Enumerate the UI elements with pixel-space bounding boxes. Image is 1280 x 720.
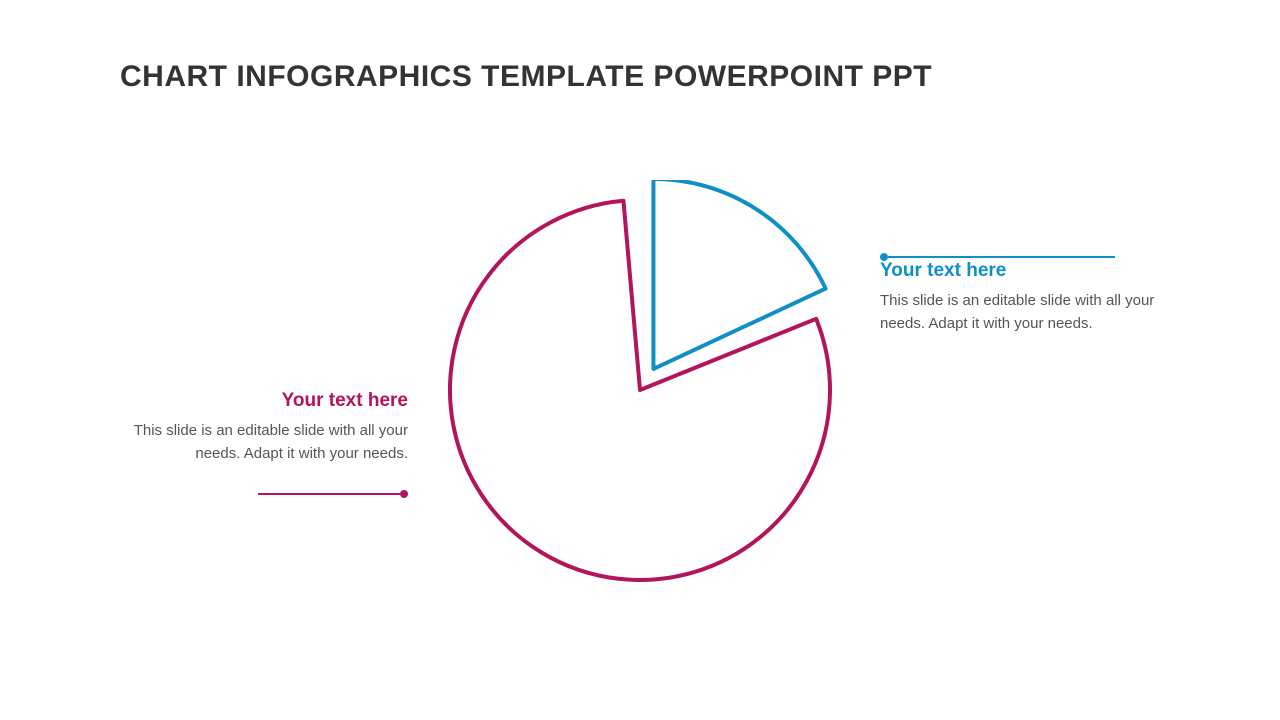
- callout-right-heading: Your text here: [880, 260, 1180, 282]
- pie-chart: [440, 180, 840, 580]
- leader-line-left: [258, 485, 408, 487]
- slide-title: CHART INFOGRAPHICS TEMPLATE POWERPOINT P…: [120, 60, 932, 94]
- leader-bar-left: [258, 493, 400, 495]
- callout-left: Your text here This slide is an editable…: [108, 390, 408, 465]
- pie-slice-small: [653, 180, 825, 369]
- callout-left-body: This slide is an editable slide with all…: [108, 420, 408, 465]
- leader-bar-right: [888, 256, 1115, 258]
- callout-right: Your text here This slide is an editable…: [880, 260, 1180, 335]
- callout-right-body: This slide is an editable slide with all…: [880, 290, 1180, 335]
- pie-slice-large: [450, 201, 830, 580]
- leader-dot-left: [400, 490, 408, 498]
- leader-line-right: [880, 248, 1115, 250]
- callout-left-heading: Your text here: [108, 390, 408, 412]
